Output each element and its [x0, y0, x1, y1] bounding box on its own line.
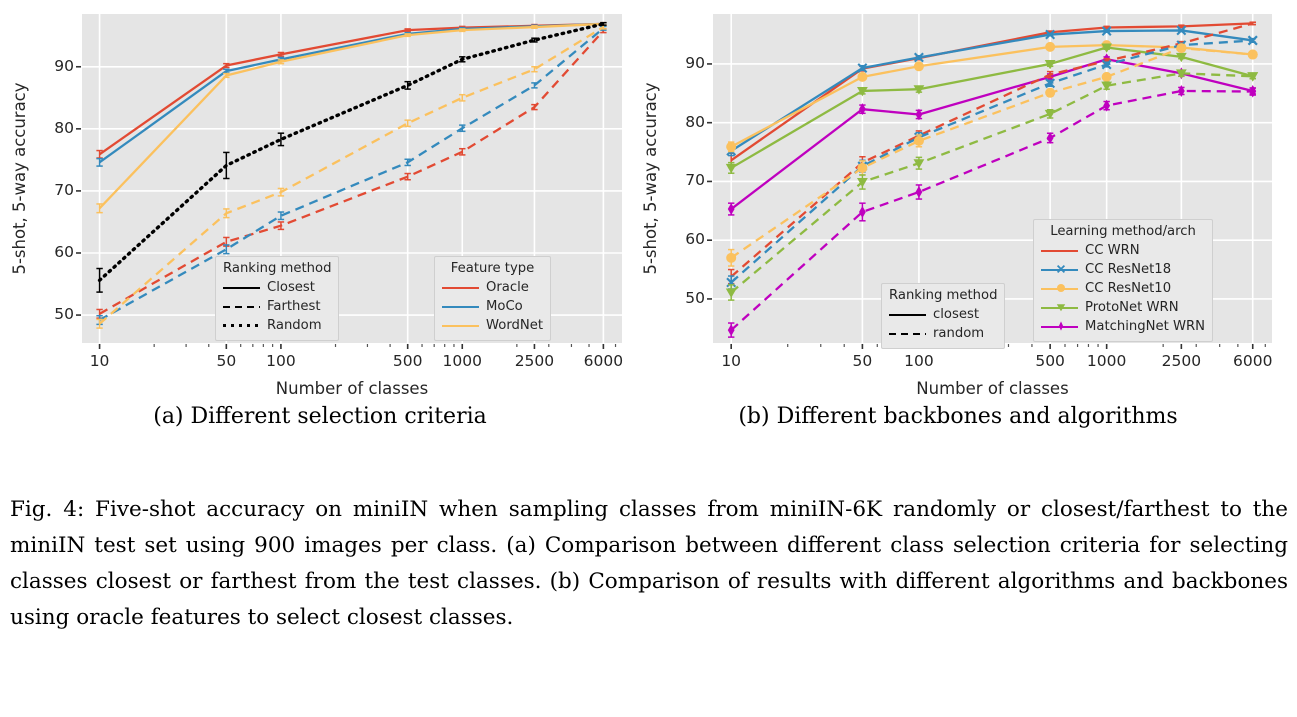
- chart-a-x-tick-2500: 2500: [514, 352, 555, 370]
- chart-a-x-tick-10: 10: [89, 352, 110, 370]
- chart-b-x-tick-2500: 2500: [1161, 352, 1202, 370]
- chart-a-x-axis-label: Number of classes: [275, 379, 429, 398]
- legend-label: Farthest: [267, 299, 321, 314]
- legend-key-solid-line: [223, 281, 260, 295]
- chart-b-x-tick-500: 500: [1035, 352, 1065, 370]
- legend-item-moco: MoCo: [442, 297, 543, 316]
- chart-b-legend-learning-method: Learning method/arch CC WRN CC ResNet18 …: [1033, 219, 1214, 342]
- legend-item-farthest: Farthest: [223, 297, 331, 316]
- legend-title: Feature type: [450, 261, 535, 276]
- legend-key-cc-wrn: [1041, 244, 1078, 258]
- circle-marker-icon: [1056, 283, 1065, 292]
- chart-a-y-axis-label: 5-shot, 5-way accuracy: [10, 82, 29, 275]
- chart-b-y-tick-80: 80: [685, 112, 705, 131]
- legend-key-cc-resnet10: [1041, 282, 1078, 296]
- subcaption-a: (a) Different selection criteria: [153, 404, 487, 429]
- chart-b-x-tick-1000: 1000: [1086, 352, 1127, 370]
- chart-panel-b: 5-shot, 5-way accuracy Number of classes…: [641, 0, 1297, 400]
- legend-label: CC ResNet18: [1085, 262, 1172, 277]
- legend-key-matchingnet-wrn: [1041, 320, 1078, 334]
- legend-title: Ranking method: [223, 261, 332, 276]
- legend-key-wordnet-line: [442, 319, 479, 333]
- legend-label: WordNet: [486, 318, 544, 333]
- legend-label: CC ResNet10: [1085, 281, 1172, 296]
- chart-a-canvas: [76, 14, 622, 349]
- chart-b-x-tick-6000: 6000: [1232, 352, 1273, 370]
- legend-key-cc-resnet18: [1041, 263, 1078, 277]
- x-marker-icon: [1056, 264, 1065, 273]
- legend-item-random: random: [889, 324, 997, 343]
- chart-a-x-tick-100: 100: [266, 352, 296, 370]
- legend-label: Random: [267, 318, 322, 333]
- chart-a-y-tick-60: 60: [54, 242, 74, 261]
- legend-item-cc-resnet18: CC ResNet18: [1041, 260, 1205, 279]
- chart-b-y-axis-label: 5-shot, 5-way accuracy: [641, 82, 660, 275]
- legend-label: ProtoNet WRN: [1085, 300, 1179, 315]
- chart-a-x-tick-6000: 6000: [583, 352, 624, 370]
- legend-item-oracle: Oracle: [442, 278, 543, 297]
- chart-b-legend-ranking-method: Ranking method closest random: [881, 283, 1006, 349]
- chart-a-y-tick-90: 90: [54, 56, 74, 75]
- legend-key-protonet-wrn: [1041, 301, 1078, 315]
- legend-key-dashed-line: [889, 327, 926, 341]
- legend-label: closest: [933, 307, 980, 322]
- figure-caption: Fig. 4: Five-shot accuracy on miniIN whe…: [10, 497, 1288, 630]
- legend-key-dotted-line: [223, 319, 260, 333]
- chart-a-y-tick-50: 50: [54, 305, 74, 324]
- legend-label: CC WRN: [1085, 243, 1140, 258]
- legend-item-closest: closest: [889, 305, 997, 324]
- chart-a-x-tick-1000: 1000: [442, 352, 482, 370]
- legend-title: Learning method/arch: [1050, 224, 1196, 239]
- legend-key-dashed-line: [223, 300, 260, 314]
- chart-b-x-tick-100: 100: [904, 352, 934, 370]
- chart-b-y-tick-50: 50: [685, 288, 705, 307]
- legend-label: Closest: [267, 280, 315, 295]
- chart-a-legend-ranking-method: Ranking method Closest Farthest Random: [215, 256, 340, 341]
- legend-title: Ranking method: [889, 288, 998, 303]
- legend-key-oracle-line: [442, 281, 479, 295]
- legend-item-matchingnet-wrn: MatchingNet WRN: [1041, 317, 1205, 336]
- chart-b-x-tick-50: 50: [852, 352, 873, 370]
- chart-b-y-tick-60: 60: [685, 230, 705, 249]
- chart-a-y-tick-80: 80: [54, 118, 74, 137]
- legend-item-wordnet: WordNet: [442, 316, 543, 335]
- legend-label: Oracle: [486, 280, 529, 295]
- subcaption-b: (b) Different backbones and algorithms: [738, 404, 1178, 429]
- legend-label: MatchingNet WRN: [1085, 319, 1206, 334]
- legend-item-closest: Closest: [223, 278, 331, 297]
- chart-b-x-tick-10: 10: [721, 352, 742, 370]
- legend-key-moco-line: [442, 300, 479, 314]
- legend-item-random: Random: [223, 316, 331, 335]
- chart-b-y-tick-90: 90: [685, 53, 705, 72]
- chart-panel-a: 5-shot, 5-way accuracy Number of classes…: [0, 0, 648, 400]
- chart-a-y-tick-70: 70: [54, 180, 74, 199]
- subcaptions-row: (a) Different selection criteria (b) Dif…: [0, 404, 1297, 464]
- legend-label: MoCo: [486, 299, 523, 314]
- diamond-marker-icon: [1058, 320, 1063, 331]
- legend-label: random: [933, 326, 985, 341]
- chart-a-x-tick-500: 500: [392, 352, 423, 370]
- chart-b-x-axis-label: Number of classes: [916, 379, 1069, 398]
- chart-b-y-tick-70: 70: [685, 171, 705, 190]
- chart-a-x-tick-50: 50: [216, 352, 237, 370]
- legend-item-cc-resnet10: CC ResNet10: [1041, 279, 1205, 298]
- triangle-down-marker-icon: [1056, 303, 1065, 311]
- legend-item-protonet-wrn: ProtoNet WRN: [1041, 298, 1205, 317]
- legend-item-cc-wrn: CC WRN: [1041, 241, 1205, 260]
- legend-key-solid-line: [889, 308, 926, 322]
- chart-a-legend-feature-type: Feature type Oracle MoCo WordNet: [434, 256, 552, 341]
